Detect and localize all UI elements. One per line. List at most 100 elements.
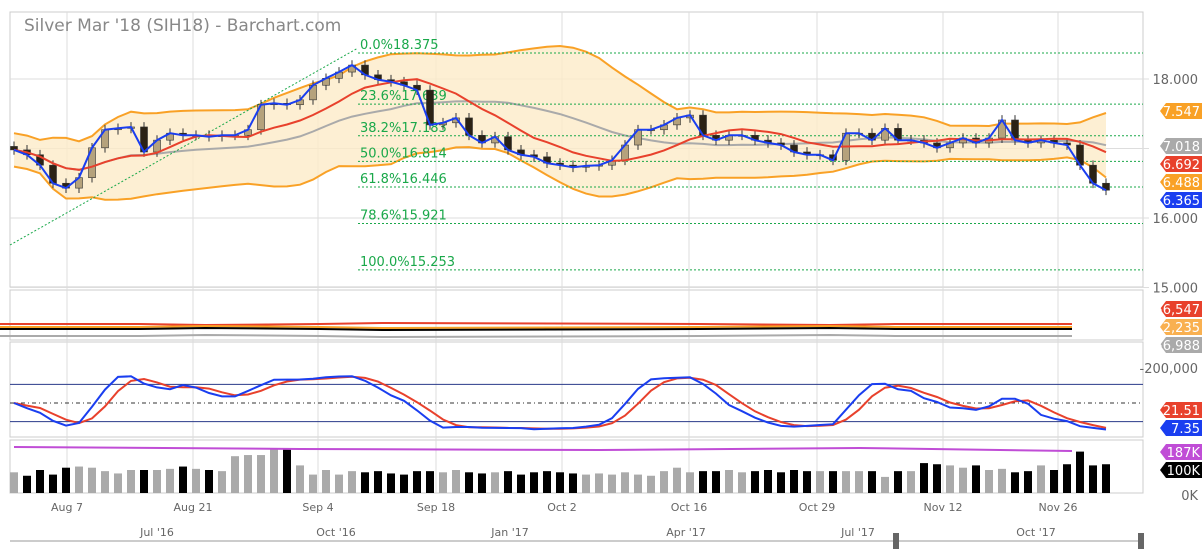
volume-bar-down xyxy=(543,471,551,493)
volume-bar-down xyxy=(920,463,928,493)
overview-tick-label: Oct '16 xyxy=(316,526,356,539)
price-tick-label: 16.000 xyxy=(1153,212,1199,227)
cot-line xyxy=(0,333,1072,339)
volume-bar-up xyxy=(673,467,681,493)
volume-bar-down xyxy=(62,467,70,493)
value-tag-close xyxy=(1160,192,1202,208)
fib-trendline xyxy=(9,47,359,246)
volume-bar-up xyxy=(985,470,993,493)
cot-line xyxy=(0,326,1072,332)
panel-frame-1 xyxy=(9,289,1144,341)
date-tick-label: Oct 2 xyxy=(547,501,577,514)
value-tag-stoch-d xyxy=(1160,402,1202,418)
price-tick-label: 15.000 xyxy=(1153,282,1199,297)
panel-frame-2 xyxy=(9,341,1144,438)
fib-percent: 78.6% xyxy=(360,208,401,223)
date-tick-label: Aug 21 xyxy=(174,501,213,514)
volume-bar-up xyxy=(959,467,967,493)
volume-bar-up xyxy=(621,472,629,493)
volume-bar-down xyxy=(504,471,512,493)
volume-bar-up xyxy=(127,470,135,493)
fib-percent: 61.8% xyxy=(360,172,401,187)
volume-bar-down xyxy=(36,470,44,493)
volume-bar-up xyxy=(309,474,317,493)
price-tick-label: 18.000 xyxy=(1153,73,1199,88)
volume-bar-down xyxy=(1011,472,1019,493)
fib-value: 16.814 xyxy=(401,146,447,161)
value-tag-text: 7.018 xyxy=(1163,140,1200,155)
date-tick-label: Sep 4 xyxy=(302,501,333,514)
volume-bar-down xyxy=(530,472,538,493)
volume-bar-down xyxy=(699,471,707,493)
volume-bar-down xyxy=(803,471,811,493)
value-tag-ma xyxy=(1160,156,1202,172)
volume-bar-down xyxy=(777,472,785,493)
volume-bar-up xyxy=(322,470,330,493)
volume-bar-down xyxy=(556,472,564,493)
value-tag-text: 7.35 xyxy=(1171,422,1200,437)
date-axis: Aug 7 Aug 21 Sep 4 Sep 18 Oct 2 Oct 16 Oct 29 N… xyxy=(51,501,1077,539)
volume-bar-up xyxy=(335,474,343,493)
cot-panel: -200,000 xyxy=(0,321,1198,377)
volume-bar-down xyxy=(751,471,759,493)
volume-bar-down xyxy=(829,471,837,493)
panel2-axis-label: -200,000 xyxy=(1140,362,1198,377)
cot-line xyxy=(0,321,1072,327)
volume-bar-up xyxy=(270,449,278,493)
volume-bar-up xyxy=(595,473,603,493)
volume-bar-down xyxy=(972,465,980,493)
date-tick-label: Sep 18 xyxy=(417,501,455,514)
fib-percent: 50.0% xyxy=(360,146,401,161)
date-tick-label: Oct 29 xyxy=(799,501,836,514)
volume-bar-down xyxy=(205,470,213,493)
volume-bar-up xyxy=(608,474,616,493)
volume-bar-up xyxy=(166,468,174,493)
fib-level-label: 61.8%16.446 xyxy=(360,172,447,187)
scroll-handle-left[interactable] xyxy=(893,533,899,549)
volume-bar-up xyxy=(634,474,642,493)
volume-axis-label: 0K xyxy=(1181,489,1198,504)
value-tag-text: 6.365 xyxy=(1163,194,1200,209)
value-tag-text: 187K xyxy=(1167,446,1201,461)
volume-bar-down xyxy=(387,473,395,493)
volume-bar-up xyxy=(491,472,499,493)
volume-bar-down xyxy=(465,472,473,493)
volume-bar-up xyxy=(647,475,655,493)
volume-bar-down xyxy=(49,474,57,493)
indicator-lines xyxy=(13,63,1107,192)
volume-bar-down xyxy=(894,471,902,493)
cot-line xyxy=(0,324,1072,330)
fib-percent: 100.0% xyxy=(360,255,410,270)
volume-bar-down xyxy=(140,470,148,493)
volume-bar-up xyxy=(725,470,733,493)
fib-percent: 23.6% xyxy=(360,89,401,104)
overview-tick-label: Jul '17 xyxy=(840,526,875,539)
date-tick-label: Nov 26 xyxy=(1039,501,1078,514)
volume-bar-down xyxy=(1102,464,1110,493)
volume-bar-up xyxy=(75,466,83,493)
value-tag-text: 21.51 xyxy=(1163,404,1200,419)
fib-level-label: 100.0%15.253 xyxy=(360,255,455,270)
scroll-handle-right[interactable] xyxy=(1138,533,1144,549)
value-tag-text: 100K xyxy=(1167,464,1201,479)
value-tag-text: 6.692 xyxy=(1163,158,1200,173)
volume-bar-up xyxy=(439,472,447,493)
date-tick-label: Aug 7 xyxy=(51,501,83,514)
volume-bar-down xyxy=(1050,470,1058,493)
volume-bar-down xyxy=(413,471,421,493)
value-tag-cot-red xyxy=(1160,301,1202,317)
stochastic-k-line xyxy=(13,375,1107,431)
volume-bar-up xyxy=(244,455,252,493)
volume-bar-down xyxy=(361,472,369,493)
value-tag-open-interest xyxy=(1160,444,1202,460)
value-tag-middle-band xyxy=(1160,138,1202,154)
volume-bar-down xyxy=(374,471,382,493)
fib-value: 18.375 xyxy=(393,38,439,53)
volume-bar-down xyxy=(426,471,434,493)
value-tag-text: 2,235 xyxy=(1163,321,1200,336)
fib-percent: 38.2% xyxy=(360,121,401,136)
bollinger-bands xyxy=(13,44,1107,201)
volume-bar-down xyxy=(569,473,577,493)
value-tag-text: -56,988 xyxy=(1150,339,1200,354)
volume-bar-down xyxy=(478,473,486,493)
